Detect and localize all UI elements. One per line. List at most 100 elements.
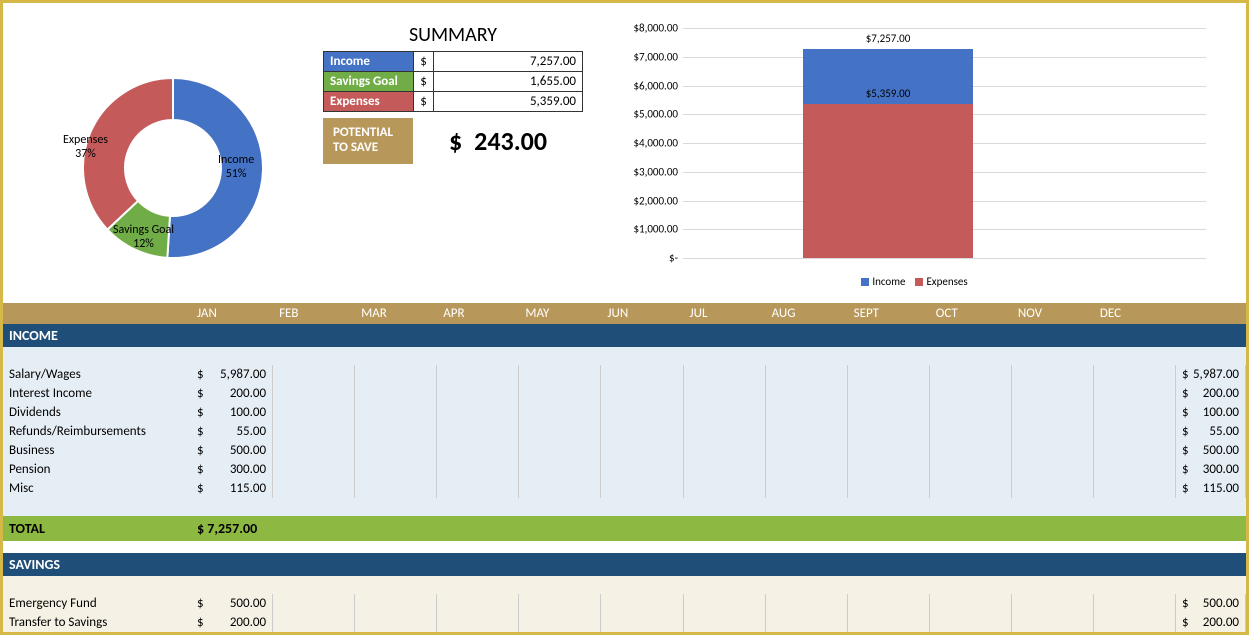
- cell-empty[interactable]: [601, 365, 683, 384]
- cell-empty[interactable]: [848, 365, 930, 384]
- cell-empty[interactable]: [848, 441, 930, 460]
- cell-empty[interactable]: [1012, 441, 1094, 460]
- cell-empty[interactable]: [519, 479, 601, 498]
- cell-empty[interactable]: [1012, 594, 1094, 613]
- cell-empty[interactable]: [437, 460, 519, 479]
- cell-empty[interactable]: [601, 479, 683, 498]
- cell-empty[interactable]: [684, 460, 766, 479]
- cell-empty[interactable]: [1094, 479, 1176, 498]
- cell-value[interactable]: $115.00: [191, 479, 273, 498]
- cell-empty[interactable]: [930, 365, 1012, 384]
- cell-empty[interactable]: [684, 422, 766, 441]
- cell-empty[interactable]: [273, 479, 355, 498]
- cell-empty[interactable]: [848, 422, 930, 441]
- cell-empty[interactable]: [1012, 479, 1094, 498]
- cell-empty[interactable]: [519, 613, 601, 632]
- cell-empty[interactable]: [684, 384, 766, 403]
- cell-empty[interactable]: [519, 384, 601, 403]
- cell-empty[interactable]: [437, 479, 519, 498]
- cell-empty[interactable]: [1094, 441, 1176, 460]
- cell-empty[interactable]: [519, 441, 601, 460]
- cell-empty[interactable]: [1094, 594, 1176, 613]
- cell-empty[interactable]: [273, 594, 355, 613]
- cell-empty[interactable]: [437, 441, 519, 460]
- cell-empty[interactable]: [848, 460, 930, 479]
- cell-empty[interactable]: [930, 384, 1012, 403]
- cell-empty[interactable]: [1012, 422, 1094, 441]
- cell-empty[interactable]: [1012, 384, 1094, 403]
- cell-empty[interactable]: [355, 441, 437, 460]
- cell-empty[interactable]: [355, 613, 437, 632]
- cell-empty[interactable]: [1012, 613, 1094, 632]
- cell-empty[interactable]: [684, 365, 766, 384]
- cell-empty[interactable]: [273, 384, 355, 403]
- cell-empty[interactable]: [684, 441, 766, 460]
- cell-empty[interactable]: [684, 613, 766, 632]
- cell-empty[interactable]: [766, 403, 848, 422]
- cell-value[interactable]: $100.00: [191, 403, 273, 422]
- cell-empty[interactable]: [519, 594, 601, 613]
- cell-empty[interactable]: [766, 365, 848, 384]
- cell-empty[interactable]: [1012, 403, 1094, 422]
- cell-value[interactable]: $300.00: [191, 460, 273, 479]
- cell-empty[interactable]: [930, 403, 1012, 422]
- cell-empty[interactable]: [601, 403, 683, 422]
- cell-value[interactable]: $500.00: [191, 441, 273, 460]
- cell-empty[interactable]: [273, 441, 355, 460]
- cell-empty[interactable]: [519, 422, 601, 441]
- cell-empty[interactable]: [1012, 460, 1094, 479]
- cell-empty[interactable]: [519, 403, 601, 422]
- cell-empty[interactable]: [273, 460, 355, 479]
- cell-empty[interactable]: [766, 384, 848, 403]
- cell-empty[interactable]: [930, 613, 1012, 632]
- cell-empty[interactable]: [519, 365, 601, 384]
- cell-empty[interactable]: [766, 460, 848, 479]
- cell-empty[interactable]: [601, 422, 683, 441]
- cell-empty[interactable]: [684, 594, 766, 613]
- cell-empty[interactable]: [355, 479, 437, 498]
- cell-empty[interactable]: [848, 384, 930, 403]
- cell-empty[interactable]: [519, 460, 601, 479]
- cell-empty[interactable]: [848, 479, 930, 498]
- cell-empty[interactable]: [355, 594, 437, 613]
- cell-empty[interactable]: [1094, 460, 1176, 479]
- cell-value[interactable]: $5,987.00: [191, 365, 273, 384]
- cell-empty[interactable]: [848, 403, 930, 422]
- cell-empty[interactable]: [601, 594, 683, 613]
- cell-empty[interactable]: [601, 441, 683, 460]
- cell-empty[interactable]: [437, 365, 519, 384]
- cell-value[interactable]: $200.00: [191, 613, 273, 632]
- cell-empty[interactable]: [684, 403, 766, 422]
- cell-empty[interactable]: [1094, 613, 1176, 632]
- cell-value[interactable]: $500.00: [191, 594, 273, 613]
- cell-empty[interactable]: [355, 365, 437, 384]
- cell-empty[interactable]: [601, 384, 683, 403]
- cell-empty[interactable]: [1094, 422, 1176, 441]
- cell-empty[interactable]: [355, 422, 437, 441]
- cell-empty[interactable]: [1094, 384, 1176, 403]
- cell-empty[interactable]: [930, 479, 1012, 498]
- cell-value[interactable]: $200.00: [191, 384, 273, 403]
- cell-empty[interactable]: [930, 441, 1012, 460]
- cell-empty[interactable]: [930, 594, 1012, 613]
- cell-empty[interactable]: [273, 613, 355, 632]
- cell-empty[interactable]: [355, 460, 437, 479]
- cell-empty[interactable]: [355, 384, 437, 403]
- cell-empty[interactable]: [848, 594, 930, 613]
- cell-empty[interactable]: [766, 422, 848, 441]
- cell-empty[interactable]: [437, 384, 519, 403]
- cell-empty[interactable]: [1012, 365, 1094, 384]
- cell-empty[interactable]: [766, 613, 848, 632]
- cell-empty[interactable]: [273, 365, 355, 384]
- cell-value[interactable]: $55.00: [191, 422, 273, 441]
- cell-empty[interactable]: [601, 460, 683, 479]
- cell-empty[interactable]: [437, 403, 519, 422]
- cell-empty[interactable]: [766, 594, 848, 613]
- cell-empty[interactable]: [684, 479, 766, 498]
- cell-empty[interactable]: [930, 422, 1012, 441]
- cell-empty[interactable]: [930, 460, 1012, 479]
- cell-empty[interactable]: [437, 613, 519, 632]
- cell-empty[interactable]: [848, 613, 930, 632]
- cell-empty[interactable]: [766, 479, 848, 498]
- cell-empty[interactable]: [355, 403, 437, 422]
